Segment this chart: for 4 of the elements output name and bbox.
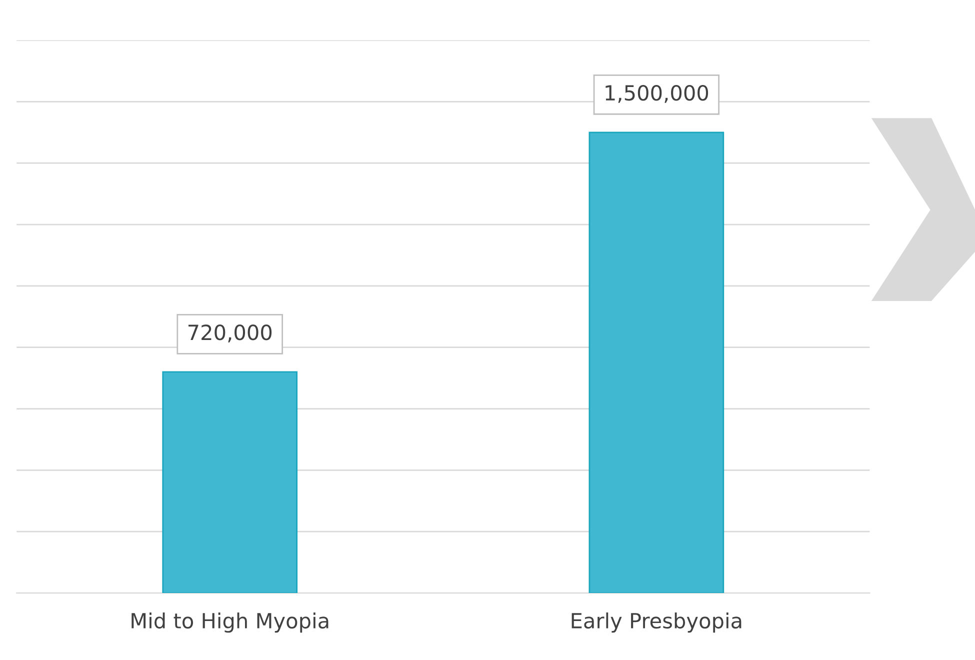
data-label: 720,000	[188, 324, 272, 342]
x-tick-label: Mid to High Myopia	[132, 612, 328, 633]
data-label: 1,500,000	[606, 84, 708, 103]
x-tick-label: Early Presbyopia	[572, 612, 742, 633]
